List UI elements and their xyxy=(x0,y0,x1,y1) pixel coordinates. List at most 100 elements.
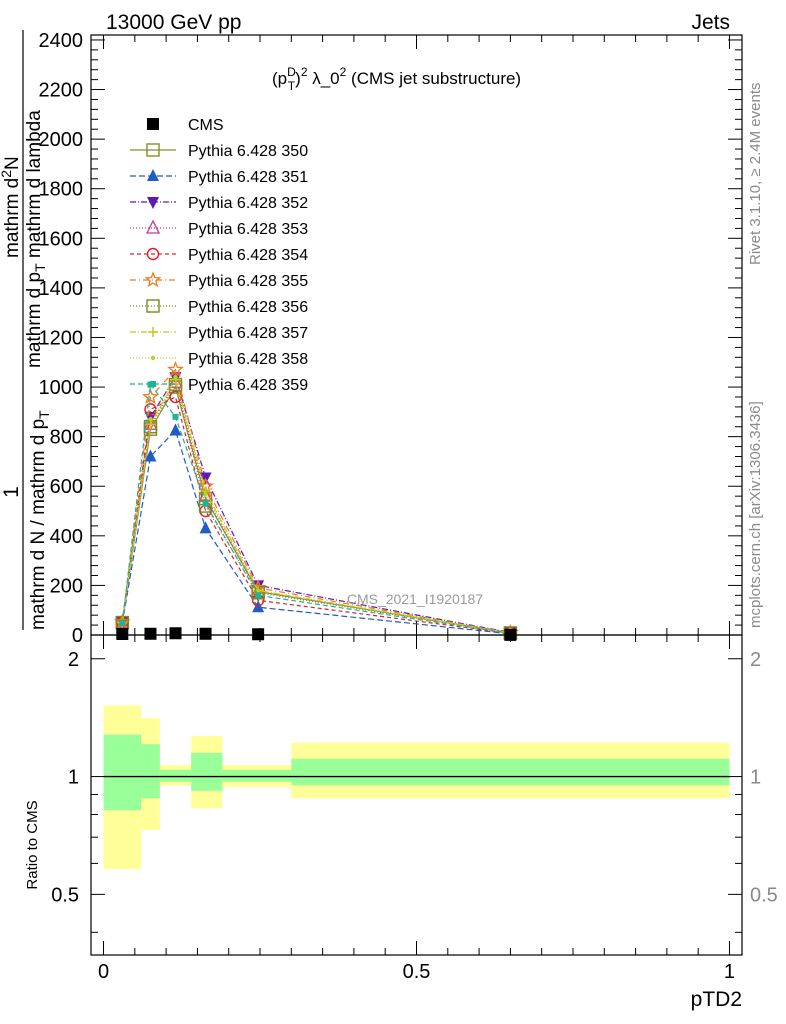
data-point xyxy=(167,360,184,377)
data-point xyxy=(199,504,212,518)
legend-entry: Pythia 6.428 353 xyxy=(130,219,308,238)
main-series-layer xyxy=(113,360,519,641)
main-y-tick-label: 2200 xyxy=(39,80,84,102)
ratio-y-tick-label: 1 xyxy=(68,767,79,789)
series-line xyxy=(121,375,511,634)
main-y-tick-label: 2400 xyxy=(39,30,84,52)
main-y-tick-label: 600 xyxy=(50,476,83,498)
series-line xyxy=(121,378,511,634)
data-point xyxy=(144,449,157,462)
data-point xyxy=(116,628,129,641)
legend-marker xyxy=(147,197,159,209)
ratio-uncertainty-bands xyxy=(103,705,730,870)
legend-label: Pythia 6.428 350 xyxy=(188,143,308,160)
legend-marker xyxy=(146,143,160,157)
data-point xyxy=(172,413,179,420)
main-y-tick-label: 1600 xyxy=(39,228,84,250)
ratio-y-tick-label: 2 xyxy=(68,649,79,671)
ratio-band-inner-bin xyxy=(103,734,142,811)
legend-entry: Pythia 6.428 358 xyxy=(130,351,308,368)
ratio-y-tick-label-right: 2 xyxy=(750,649,761,671)
legend-entry: Pythia 6.428 355 xyxy=(130,271,308,290)
data-point xyxy=(255,588,261,594)
data-point xyxy=(119,620,126,627)
ratio-band-inner-bin xyxy=(159,769,192,782)
ratio-band-inner-bin xyxy=(141,744,160,799)
data-point xyxy=(144,627,157,640)
legend-label: Pythia 6.428 356 xyxy=(188,299,308,316)
legend-entry: CMS xyxy=(147,117,224,134)
data-point xyxy=(199,521,212,534)
data-point xyxy=(203,491,208,496)
rivet-version-label: Rivet 3.1.10, ≥ 2.4M events xyxy=(747,83,764,266)
series-line xyxy=(121,429,511,635)
data-point xyxy=(142,388,159,405)
legend-label: Pythia 6.428 351 xyxy=(188,169,308,186)
data-point xyxy=(202,500,209,507)
legend-label: Pythia 6.428 358 xyxy=(188,351,308,368)
ratio-band-inner-bin xyxy=(222,769,292,782)
main-plot-panel: 0 200 400 600 800 1000 1200 1400 1600 1800 2000 220… xyxy=(39,30,743,647)
header-process-label: 13000 GeV pp xyxy=(106,11,241,34)
legend-marker xyxy=(144,271,162,288)
legend-marker xyxy=(146,299,160,313)
ratio-axes: 0 0.5 1 0.5 0.5 1 1 2 2 xyxy=(51,634,778,983)
ratio-y-tick-label-right: 1 xyxy=(750,767,761,789)
y-axis-title-numerator: mathrm d N / mathrm d pT xyxy=(28,410,52,630)
legend-marker xyxy=(145,219,161,234)
data-point xyxy=(252,628,265,641)
ratio-x-tick-label: 0 xyxy=(98,961,109,983)
legend-label: Pythia 6.428 355 xyxy=(188,273,308,290)
legend-marker xyxy=(148,327,158,337)
main-y-tick-label: 1400 xyxy=(39,278,84,300)
series-line xyxy=(121,383,511,634)
data-point xyxy=(169,390,182,404)
data-point xyxy=(199,627,212,640)
data-point xyxy=(255,592,262,599)
legend-entry: Pythia 6.428 354 xyxy=(130,247,308,264)
series-line xyxy=(121,383,511,634)
ratio-band-inner-bin xyxy=(291,758,730,786)
data-point xyxy=(198,499,213,513)
legend-marker xyxy=(150,355,156,361)
y-axis-title: 1 mathrm d N / mathrm d pT mathrm d2N ma… xyxy=(0,30,52,630)
legend-label: CMS xyxy=(188,117,224,134)
header-category-label: Jets xyxy=(691,11,730,34)
ratio-plot-panel: 0 0.5 1 0.5 0.5 1 1 2 2 Ratio to CMS pTD2 xyxy=(24,634,778,1011)
legend-entry: Pythia 6.428 352 xyxy=(130,195,308,212)
y-axis-title-one: 1 xyxy=(0,486,23,498)
legend-marker xyxy=(147,118,159,130)
main-y-tick-label: 1000 xyxy=(39,377,84,399)
main-y-tick-label: 2000 xyxy=(39,129,84,151)
main-y-tick-label: 200 xyxy=(50,575,83,597)
legend: CMS Pythia 6.428 350 Pythia 6.428 351 Pythi… xyxy=(130,117,308,394)
x-axis-title: pTD2 xyxy=(691,988,742,1011)
series-cms xyxy=(116,627,517,641)
main-y-tick-label: 1200 xyxy=(39,327,84,349)
legend-entry: Pythia 6.428 350 xyxy=(130,143,308,160)
legend-entry: Pythia 6.428 356 xyxy=(130,299,308,316)
main-axes: 0 200 400 600 800 1000 1200 1400 1600 1800 2000 220… xyxy=(39,30,743,647)
main-y-tick-label: 800 xyxy=(50,427,83,449)
legend-entry: Pythia 6.428 357 xyxy=(130,325,308,342)
data-point xyxy=(173,374,178,380)
legend-label: Pythia 6.428 354 xyxy=(188,247,308,264)
data-point xyxy=(169,627,182,640)
ratio-y-axis-title: Ratio to CMS xyxy=(24,800,41,889)
ratio-y-tick-label-right: 0.5 xyxy=(750,884,778,906)
ratio-y-tick-label: 0.5 xyxy=(51,884,79,906)
legend-label: Pythia 6.428 357 xyxy=(188,325,308,342)
series-line xyxy=(121,396,511,634)
ratio-band-inner-bin xyxy=(191,752,223,791)
y-axis-title-deriv-den: mathrm d pT mathrm d lambda xyxy=(24,110,48,368)
legend-marker xyxy=(150,381,156,387)
data-point xyxy=(148,417,153,422)
data-point xyxy=(169,423,182,436)
legend-marker xyxy=(147,169,159,181)
ratio-x-tick-label: 1 xyxy=(724,961,735,983)
legend-entry: Pythia 6.428 351 xyxy=(130,169,308,186)
main-y-tick-label: 400 xyxy=(50,526,83,548)
legend-entry: Pythia 6.428 359 xyxy=(130,377,308,394)
legend-label: Pythia 6.428 359 xyxy=(188,377,308,394)
main-y-tick-label: 0 xyxy=(72,625,83,647)
